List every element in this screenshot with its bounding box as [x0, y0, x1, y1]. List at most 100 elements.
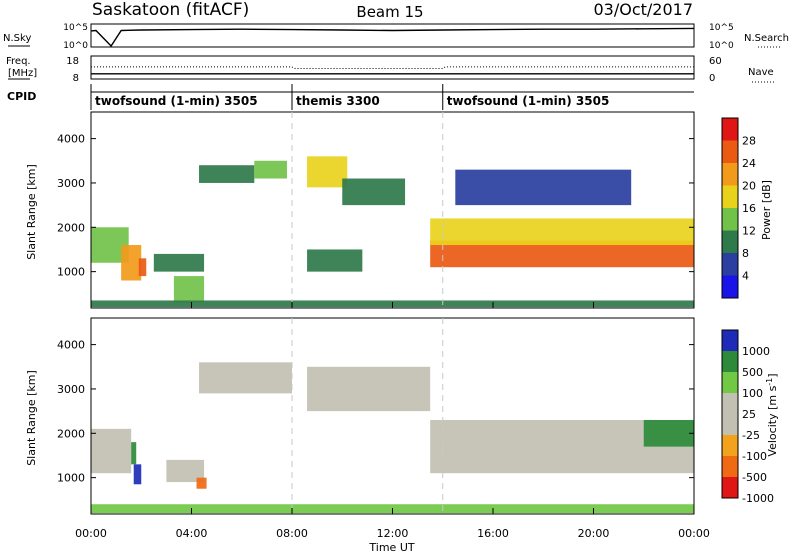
x-tick-label: 16:00 — [477, 527, 509, 540]
freq-left-label-top: Freq. — [6, 56, 31, 67]
noise-left-label: N.Sky — [3, 33, 31, 44]
colorbar-tick-label: 500 — [742, 366, 763, 379]
y-tick-label: 2000 — [57, 427, 85, 440]
y-tick-label: 1000 — [57, 472, 85, 485]
range-cell — [199, 165, 255, 183]
range-cell — [199, 362, 292, 394]
cpid-segment-label: twofsound (1-min) 3505 — [447, 94, 610, 108]
colorbar-tick-label: 12 — [742, 225, 756, 238]
noise-left-tick-bottom: 10^0 — [63, 41, 88, 51]
colorbar-swatch — [722, 477, 738, 498]
colorbar-tick-label: 25 — [742, 408, 756, 421]
x-tick-label: 00:00 — [75, 527, 107, 540]
freq-left-tick-bottom: 8 — [73, 73, 79, 84]
velocity-ylabel: Slant Range [km] — [25, 370, 38, 466]
colorbar-swatch — [722, 140, 738, 163]
colorbar-tick-label: -1000 — [742, 492, 774, 505]
colorbar-swatch — [722, 185, 738, 208]
x-tick-label: 08:00 — [276, 527, 308, 540]
power-panel: 1000 2000 3000 4000 Slant Range [km] 4 8 12 16… — [25, 111, 773, 309]
noise-panel: N.Sky 10^5 10^0 10^5 10^0 N.Search — [3, 23, 789, 51]
range-cell — [133, 464, 142, 485]
time-axis-label: Time UT — [368, 541, 414, 554]
range-cell — [307, 156, 348, 188]
velocity-colorbar-label: Velocity [m s-1] — [765, 373, 779, 456]
range-cell — [196, 477, 207, 489]
colorbar-swatch — [722, 118, 738, 141]
noise-sky-line — [90, 27, 695, 48]
velocity-colorbar-label-sup: -1 — [765, 378, 774, 386]
y-tick-label: 1000 — [57, 266, 85, 279]
range-cell — [173, 276, 205, 303]
x-tick-label: 04:00 — [176, 527, 208, 540]
colorbar-tick-label: -25 — [742, 429, 760, 442]
colorbar-tick-label: 4 — [742, 270, 749, 283]
velocity-yticks: 1000 2000 3000 4000 — [57, 339, 694, 485]
colorbar-tick-label: 1000 — [742, 345, 770, 358]
colorbar-swatch — [722, 456, 738, 477]
power-cells — [91, 156, 694, 308]
colorbar-swatch — [722, 330, 738, 351]
freq-panel: Freq. [MHz] 18 8 60 0 Nave — [6, 55, 776, 84]
colorbar-tick-label: 16 — [742, 202, 756, 215]
freq-left-tick-top: 18 — [66, 56, 79, 67]
nave-right-label: Nave — [748, 67, 774, 78]
colorbar-tick-label: -100 — [742, 450, 767, 463]
range-cell — [166, 459, 205, 483]
velocity-colorbar-label-main: Velocity [m s — [766, 385, 779, 456]
y-tick-label: 2000 — [57, 221, 85, 234]
noise-panel-frame — [90, 23, 695, 48]
x-tick-label: 12:00 — [377, 527, 409, 540]
cpid-row: CPID twofsound (1-min) 3505 themis 3300 tw… — [7, 84, 694, 110]
freq-right-tick-top: 60 — [709, 56, 722, 67]
nave-line — [91, 66, 694, 69]
colorbar-swatch — [722, 372, 738, 393]
x-tick-label: 20:00 — [578, 527, 610, 540]
colorbar-swatch — [722, 414, 738, 435]
station-title: Saskatoon (fitACF) — [92, 0, 249, 20]
time-axis: 00:00 04:00 08:00 12:00 16:00 20:00 00:00 — [75, 302, 710, 540]
range-cell — [153, 253, 205, 272]
colorbar-swatch — [722, 208, 738, 231]
range-cell — [643, 419, 694, 447]
noise-right-label: N.Search — [744, 33, 789, 44]
range-cell — [307, 249, 363, 272]
colorbar-swatch — [722, 163, 738, 186]
freq-panel-frame — [90, 55, 695, 80]
colorbar-swatch — [722, 253, 738, 276]
y-tick-label: 4000 — [57, 133, 85, 146]
colorbar-tick-label: -500 — [742, 471, 767, 484]
power-colorbar-label: Power [dB] — [760, 180, 773, 240]
noise-left-tick-top: 10^5 — [63, 23, 88, 33]
range-cell — [342, 178, 406, 206]
velocity-cells — [91, 362, 694, 514]
range-cell — [307, 366, 431, 412]
colorbar-tick-label: 20 — [742, 180, 756, 193]
range-cell — [430, 218, 694, 246]
noise-right-tick-top: 10^5 — [709, 23, 734, 33]
colorbar-swatch — [722, 275, 738, 298]
colorbar-tick-label: 24 — [742, 157, 756, 170]
colorbar-tick-label: 8 — [742, 247, 749, 260]
date-title: 03/Oct/2017 — [593, 0, 693, 19]
velocity-colorbar: 1000 500 100 25 -25 -100 -500 -1000 — [721, 329, 774, 505]
freq-left-label-bottom: [MHz] — [8, 68, 37, 79]
colorbar-tick-label: 28 — [742, 135, 756, 148]
range-cell — [138, 258, 147, 277]
colorbar-swatch — [722, 230, 738, 253]
y-tick-label: 4000 — [57, 339, 85, 352]
y-tick-label: 3000 — [57, 383, 85, 396]
x-tick-label: 00:00 — [678, 527, 710, 540]
range-cell — [131, 442, 137, 465]
noise-right-tick-bottom: 10^0 — [709, 41, 734, 51]
colorbar-frame — [721, 329, 739, 499]
range-cell — [121, 245, 142, 281]
power-ylabel: Slant Range [km] — [25, 164, 38, 260]
colorbar-swatch — [722, 393, 738, 414]
y-tick-label: 3000 — [57, 177, 85, 190]
cpid-label: CPID — [7, 90, 36, 103]
range-cell — [91, 428, 132, 474]
range-cell — [254, 160, 287, 179]
colorbar-swatch — [722, 435, 738, 456]
